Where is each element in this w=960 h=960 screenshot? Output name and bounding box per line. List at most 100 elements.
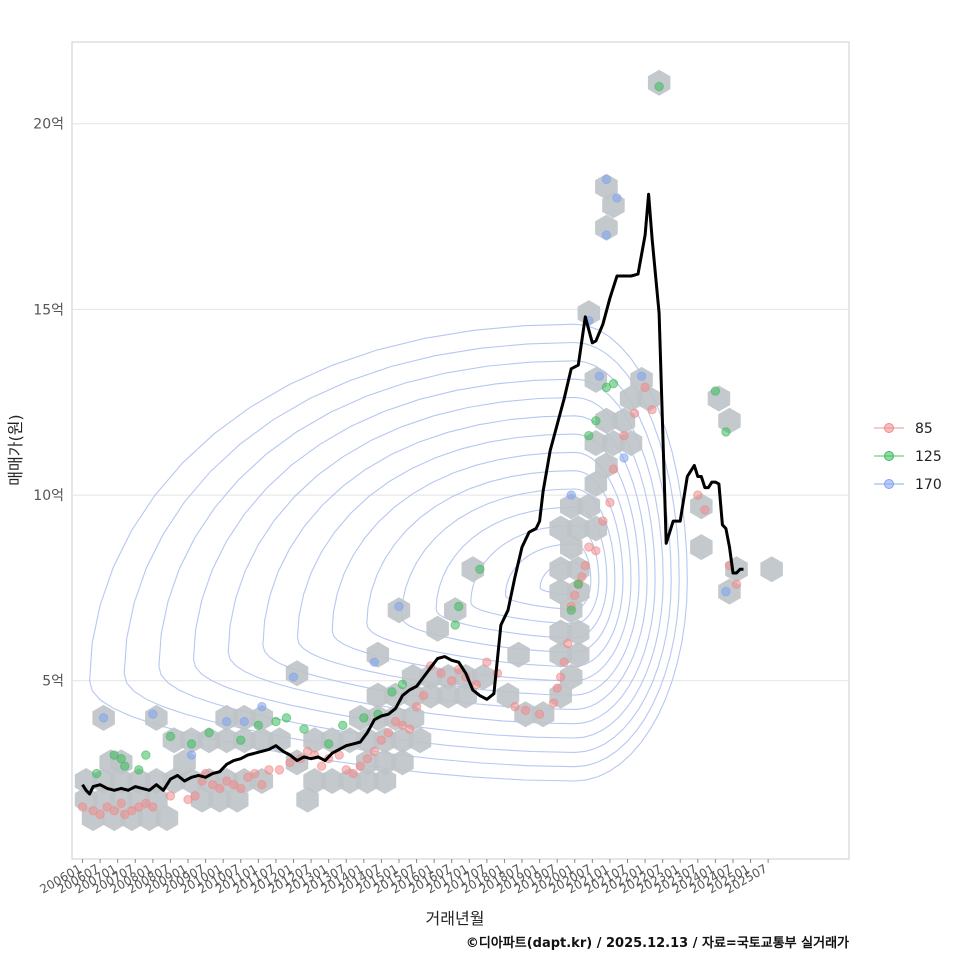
hexbin-cell xyxy=(567,515,590,542)
hexbin-cell xyxy=(419,664,442,690)
hexbin-cell xyxy=(560,664,583,690)
hexbin-cell xyxy=(419,682,442,709)
point-125 xyxy=(338,720,348,731)
hexbin-cell xyxy=(637,385,660,412)
point-170 xyxy=(721,586,731,597)
hexbin-cell xyxy=(560,493,583,520)
hexbin-cell xyxy=(718,407,741,434)
point-125 xyxy=(591,416,601,426)
hexbin-cell xyxy=(577,493,601,520)
point-85 xyxy=(250,768,260,779)
point-85 xyxy=(548,698,559,708)
point-85 xyxy=(640,382,650,393)
density-contour xyxy=(192,378,664,739)
point-125 xyxy=(450,620,460,630)
plot-panel xyxy=(71,41,850,860)
hexbin-cell xyxy=(461,556,485,583)
hexbin-cell xyxy=(401,704,425,731)
hexbin-cell xyxy=(373,768,397,794)
point-170 xyxy=(239,716,249,727)
point-125 xyxy=(359,713,369,723)
point-125 xyxy=(271,716,281,727)
density-contour xyxy=(89,323,688,782)
point-85 xyxy=(383,728,394,738)
hexbin-cell xyxy=(215,727,238,754)
hexbin-cell xyxy=(426,615,449,642)
point-85 xyxy=(608,464,619,474)
point-125 xyxy=(91,768,102,779)
hexbin-cell xyxy=(110,768,133,794)
point-85 xyxy=(598,516,608,526)
legend-label: 125 xyxy=(915,449,942,465)
point-85 xyxy=(285,757,295,768)
point-125 xyxy=(134,765,144,775)
point-125 xyxy=(454,601,464,612)
hexbin-cell xyxy=(401,682,425,709)
point-85 xyxy=(404,724,415,734)
point-85 xyxy=(316,761,327,771)
hexbin-cell xyxy=(496,682,520,709)
point-85 xyxy=(482,657,492,667)
point-85 xyxy=(510,702,520,712)
density-contour xyxy=(504,543,592,610)
hexbin-cell xyxy=(373,749,397,776)
point-85 xyxy=(148,802,158,812)
point-85 xyxy=(570,590,580,601)
point-170 xyxy=(98,713,109,723)
point-85 xyxy=(236,783,246,794)
hexbin-cell xyxy=(602,430,625,457)
hexbin-cell xyxy=(303,727,326,754)
hexbin-cell xyxy=(549,515,572,542)
point-85 xyxy=(264,765,274,775)
point-125 xyxy=(186,739,197,749)
point-170 xyxy=(288,672,299,682)
legend-label: 170 xyxy=(915,477,942,493)
hexbin-cell xyxy=(690,534,713,561)
point-125 xyxy=(397,679,408,690)
point-170 xyxy=(601,230,612,240)
point-170 xyxy=(612,193,622,203)
hexbin-cell xyxy=(507,641,530,668)
hexbin-cell xyxy=(549,578,572,605)
point-85 xyxy=(436,668,446,679)
hexbin-cell xyxy=(567,641,590,668)
hexbin-cell xyxy=(320,768,344,794)
point-125 xyxy=(141,750,151,760)
point-125 xyxy=(116,754,126,764)
hexbin-cell xyxy=(436,682,460,709)
point-170 xyxy=(186,750,197,760)
point-125 xyxy=(323,739,334,749)
point-125 xyxy=(299,724,309,734)
hexbin-cell xyxy=(595,214,618,241)
hexbin-cell xyxy=(391,749,414,776)
point-85 xyxy=(629,408,640,419)
point-170 xyxy=(148,709,158,719)
point-85 xyxy=(274,765,285,775)
hexbin-cell xyxy=(577,300,601,327)
trend-line xyxy=(81,192,744,796)
point-85 xyxy=(95,809,105,820)
hexbin-cell xyxy=(162,768,186,794)
point-85 xyxy=(418,690,429,701)
y-axis: 5억 10억 15억 20억 xyxy=(33,117,64,690)
point-170 xyxy=(221,716,232,727)
legend-key-point xyxy=(884,423,894,433)
hexbin-cell xyxy=(250,727,274,754)
hexbin-cell xyxy=(197,727,221,754)
hexbin-cell xyxy=(356,727,379,754)
point-85 xyxy=(577,572,587,582)
hexbin-cell xyxy=(408,727,432,754)
point-170 xyxy=(394,601,404,612)
hexbin-cell xyxy=(208,786,231,813)
y-tick-label: 20억 xyxy=(33,117,64,133)
point-170 xyxy=(369,657,380,667)
x-axis-title: 거래년월 xyxy=(426,909,485,928)
hexbin-cell xyxy=(549,619,572,646)
point-85 xyxy=(552,683,562,693)
point-85 xyxy=(731,579,742,589)
point-85 xyxy=(165,791,176,801)
point-125 xyxy=(475,564,485,575)
point-125 xyxy=(608,378,619,389)
point-85 xyxy=(447,676,457,686)
